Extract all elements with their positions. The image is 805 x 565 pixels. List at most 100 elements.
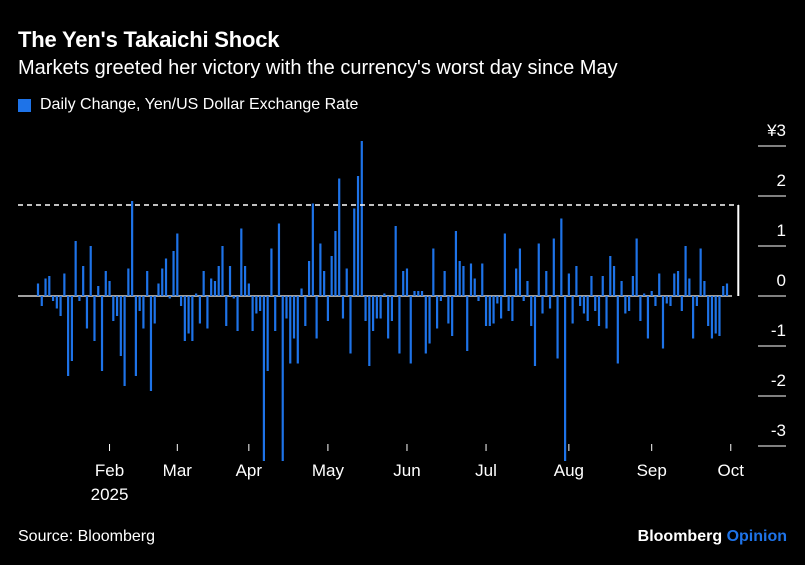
data-bar [484,296,488,326]
legend-label: Daily Change, Yen/US Dollar Exchange Rat… [40,96,359,113]
data-bar [164,258,168,296]
data-bar [44,278,47,296]
data-bar [560,218,563,296]
data-bar [240,228,243,296]
data-bar [349,296,352,354]
data-bar [722,286,725,296]
data-bar [168,296,171,299]
data-bar [703,281,706,296]
data-bar [334,231,337,296]
data-bar [458,261,461,296]
data-bar [262,296,265,461]
x-tick-label: Aug [554,461,584,480]
data-bar [345,268,348,296]
data-bar [390,296,394,321]
data-bar [172,251,175,296]
data-bar [161,268,164,296]
data-bar [692,296,695,339]
y-tick-label: 0 [777,271,786,290]
data-bar [432,248,435,296]
data-bar [518,248,522,296]
data-bar [402,271,405,296]
data-bar [530,296,533,326]
data-bar [40,296,43,306]
y-tick-label: -3 [771,421,786,440]
legend: Daily Change, Yen/US Dollar Exchange Rat… [18,96,358,114]
data-bar [537,243,540,296]
brand-main: Bloomberg [637,528,723,545]
data-bar [451,296,454,336]
data-bar [149,296,153,391]
data-bar [85,296,89,329]
data-bar [338,178,341,296]
data-bar [311,203,314,296]
data-bar [447,296,450,324]
data-bar [522,296,525,301]
data-bar [341,296,345,319]
data-bar [575,266,578,296]
data-bar [176,233,179,296]
brand-accent: Opinion [726,528,787,545]
data-bar [138,296,141,311]
data-bar [454,231,458,296]
data-bar [477,296,480,301]
data-bar [469,263,473,296]
data-bar [225,296,228,326]
data-bar [330,256,333,296]
data-bar [695,296,698,306]
data-bar [413,291,416,296]
data-bar [74,241,77,296]
x-tick-label: Oct [718,461,745,480]
data-bar [552,238,555,296]
data-bar [398,296,401,354]
data-bar [673,273,676,296]
data-bar [266,296,269,371]
data-bar [556,296,559,359]
data-bar [375,296,378,319]
data-bar [277,223,281,296]
data-bar [36,283,40,296]
data-bar [639,296,642,321]
data-bar [571,296,574,324]
data-bar [100,296,104,371]
data-bar [206,296,209,329]
data-bar [654,296,657,306]
data-bar [515,268,518,296]
data-bar [710,296,714,339]
legend-swatch [18,98,31,112]
data-bar [63,273,66,296]
data-bar [676,271,680,296]
data-bar [541,296,544,314]
data-bar [387,296,390,339]
data-bar [612,266,616,296]
chart-title: The Yen's Takaichi Shock [18,27,280,52]
x-year-label: 2025 [91,485,129,504]
data-bar [228,266,232,296]
data-bar [511,296,514,321]
data-bar [183,296,186,341]
data-bar [274,296,277,331]
y-tick-label: -2 [771,371,786,390]
data-bar [435,296,439,329]
data-bar [153,296,156,324]
data-bar [82,266,85,296]
data-bar [417,291,420,296]
data-bar [48,276,51,296]
data-bar [157,283,160,296]
y-tick-label: ¥3 [766,121,786,140]
data-bar [545,271,548,296]
data-bar [507,296,510,311]
data-bar [187,296,190,334]
data-bar [628,296,631,311]
data-bar [195,293,198,296]
data-bar [55,296,58,309]
data-bar [661,296,665,349]
data-bar [680,296,683,311]
data-bar [616,296,619,364]
data-bar [93,296,96,341]
data-bar [59,296,62,316]
data-bar [285,296,288,319]
data-bar [409,296,412,364]
data-bar [631,276,634,296]
data-bar [191,296,194,341]
